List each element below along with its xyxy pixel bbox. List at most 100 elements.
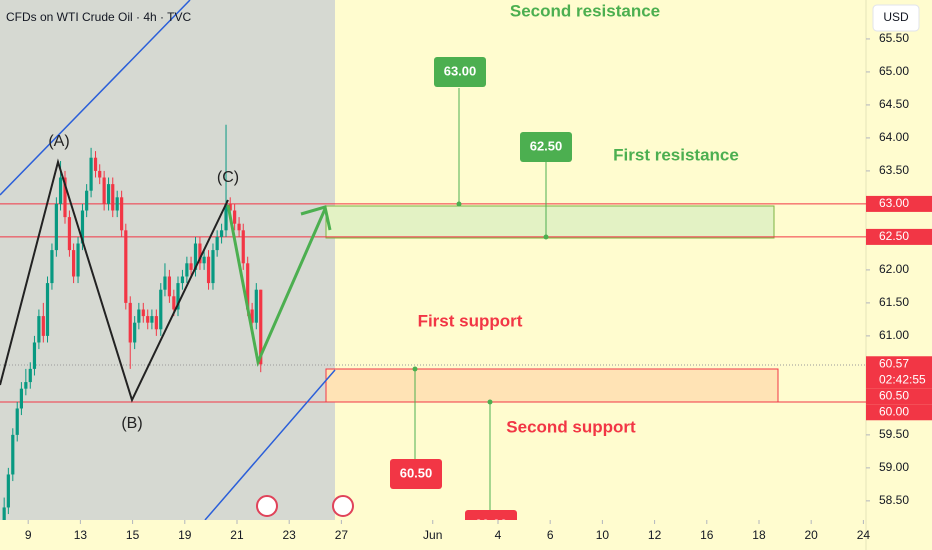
price-label: 62.50	[879, 229, 909, 243]
callout-dot	[543, 234, 549, 240]
y-tick-label: 64.00	[879, 130, 909, 144]
x-tick-label: 23	[283, 528, 297, 542]
shaded-region	[0, 0, 335, 520]
price-label-box	[866, 356, 932, 389]
candle-body	[32, 342, 37, 369]
candle-body	[159, 289, 163, 330]
candle-body	[202, 256, 206, 264]
candles	[2, 124, 263, 520]
candle-body	[67, 217, 72, 251]
annotation: First support	[418, 311, 523, 330]
candle-body	[254, 289, 258, 323]
callout-label: 60.50	[400, 465, 433, 480]
candle-body	[63, 177, 67, 218]
candle-body	[259, 289, 263, 365]
y-tick-label: 61.00	[879, 328, 909, 342]
price-label: 60.57	[879, 356, 909, 370]
wave-label: (B)	[121, 415, 142, 432]
candle-body	[98, 170, 102, 178]
x-tick-label: 6	[547, 528, 554, 542]
channel-lower	[204, 369, 336, 520]
candle-body	[185, 263, 189, 277]
candle-body	[115, 197, 119, 211]
annotation: Second support	[506, 417, 636, 436]
x-tick-label: 4	[495, 528, 502, 542]
candle-body	[93, 157, 98, 171]
candle-body	[37, 316, 41, 343]
candle-body	[176, 283, 180, 310]
x-tick-label: 13	[74, 528, 88, 542]
y-tick-label: 61.50	[879, 295, 909, 309]
candle-body	[193, 243, 198, 270]
x-tick-label: 19	[178, 528, 192, 542]
candle-body	[167, 276, 171, 297]
candle-body	[133, 322, 137, 343]
callout-label: 62.50	[530, 138, 563, 153]
candle-body	[180, 276, 185, 284]
x-tick-label: 24	[857, 528, 871, 542]
y-tick-label: 63.50	[879, 163, 909, 177]
candle-body	[54, 203, 58, 251]
candle-body	[163, 276, 167, 290]
callout-box	[434, 57, 486, 87]
candle-body	[102, 177, 106, 204]
candle-body	[24, 382, 28, 389]
x-tick-label: 18	[752, 528, 766, 542]
candle-body	[85, 190, 89, 211]
candle-body	[206, 256, 211, 284]
callout-dot	[456, 201, 462, 207]
callout-label: 63.00	[444, 63, 477, 78]
chart-title: CFDs on WTI Crude Oil · 4h · TVC	[6, 10, 191, 24]
x-tick-label: 10	[596, 528, 610, 542]
support-zone	[325, 368, 779, 403]
price-label-box	[866, 388, 932, 405]
y-tick-label: 65.50	[879, 31, 909, 45]
x-tick-label: 16	[700, 528, 714, 542]
x-tick-label: 15	[126, 528, 140, 542]
callout-dot	[487, 399, 493, 405]
y-tick-label: 65.00	[879, 64, 909, 78]
event-icon[interactable]	[332, 495, 354, 517]
candle-body	[6, 474, 10, 508]
callout-box	[520, 132, 572, 162]
candle-body	[15, 408, 19, 435]
candle-body	[146, 316, 150, 323]
candle-body	[233, 210, 237, 224]
price-label: 60.00	[879, 404, 909, 418]
y-tick-label: 58.50	[879, 493, 909, 507]
x-tick-label: 9	[25, 528, 32, 542]
countdown: 02:42:55	[879, 372, 926, 386]
candle-body	[137, 309, 141, 323]
candle-body	[19, 388, 24, 409]
event-icon[interactable]	[256, 495, 278, 517]
candle-body	[198, 243, 202, 264]
annotation: First resistance	[613, 145, 739, 164]
wave-line	[0, 158, 229, 403]
candle-body	[154, 316, 158, 330]
x-tick-label: 21	[230, 528, 244, 542]
candle-body	[128, 302, 132, 343]
y-tick-label: 64.50	[879, 97, 909, 111]
candle-body	[58, 177, 63, 204]
callout-box	[390, 459, 442, 489]
candle-body	[224, 203, 228, 231]
price-label-box	[866, 404, 932, 421]
callout-box	[465, 510, 517, 520]
price-label-box	[866, 228, 932, 245]
y-tick-label: 59.00	[879, 460, 909, 474]
candle-body	[50, 250, 54, 284]
candle-body	[241, 230, 245, 264]
x-tick-label: Jun	[423, 528, 442, 542]
arrow-head	[300, 205, 332, 231]
currency-button[interactable]	[872, 4, 920, 32]
callout-dot	[412, 366, 418, 372]
candle-body	[246, 263, 250, 310]
candle-body	[237, 223, 241, 231]
candle-body	[11, 434, 15, 475]
candle-body	[72, 250, 76, 277]
candle-body	[189, 263, 193, 270]
plot-layer	[0, 0, 866, 520]
candle-body	[80, 210, 85, 244]
x-tick-label: 12	[648, 528, 662, 542]
